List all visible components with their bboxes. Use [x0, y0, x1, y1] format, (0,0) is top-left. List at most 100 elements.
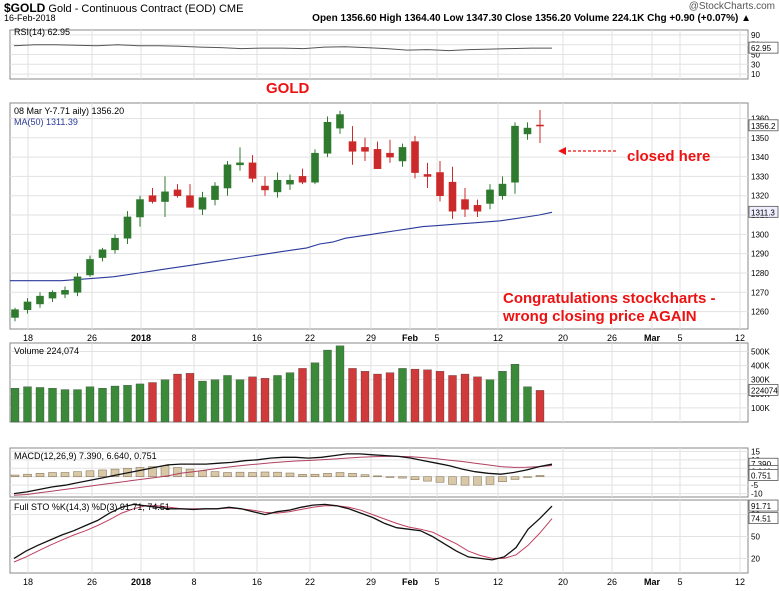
volume-bar: [173, 373, 182, 423]
price-panel: [9, 102, 749, 330]
candle-body: [448, 181, 457, 212]
candle-body: [373, 149, 382, 169]
sto-k-last-value-box: [748, 499, 779, 512]
candle-body: [523, 127, 532, 135]
candle-body: [498, 183, 507, 197]
candle: [186, 184, 194, 208]
candle: [473, 199, 482, 217]
rsi-title: RSI(14) 62.95: [14, 27, 70, 37]
candle: [173, 184, 182, 198]
volume-bar: [285, 372, 295, 423]
macd-tick-label: -5: [751, 481, 759, 490]
candle: [48, 290, 57, 302]
macd-histogram-bar: [523, 476, 532, 478]
sto-d-last-value: 74.51: [751, 515, 772, 524]
candle: [486, 184, 494, 210]
volume-bar: [223, 375, 232, 423]
volume-bar: [398, 368, 407, 423]
macd-histogram-bar: [48, 472, 57, 477]
volume-bar: [448, 375, 457, 423]
candle-body: [23, 301, 32, 310]
x-axis-label-bottom: 26: [607, 577, 617, 587]
candle-body: [436, 172, 444, 197]
candle-body: [98, 249, 107, 258]
candle: [248, 155, 257, 183]
candle: [498, 176, 507, 200]
price-tick-label: 1330: [751, 172, 769, 181]
volume-bar: [523, 386, 532, 423]
volume-bar: [48, 387, 57, 423]
candle-body: [136, 199, 144, 218]
macd-histogram-bar: [260, 471, 270, 477]
x-axis-label-bottom: 18: [23, 577, 33, 587]
chart-header: $GOLD Gold - Continuous Contract (EOD) C…: [0, 0, 779, 26]
macd-histogram-bar: [535, 475, 545, 477]
rsi-line: [13, 44, 552, 52]
x-axis-label-bottom: 12: [735, 577, 745, 587]
x-axis-label: Mar: [644, 333, 661, 343]
x-axis-label: 5: [434, 333, 439, 343]
macd-histogram-bar: [135, 467, 145, 477]
ma50-legend: MA(50) 1311.39: [14, 117, 78, 127]
x-axis-label: 2018: [131, 333, 151, 343]
sto-d-last-value-box: [748, 512, 779, 525]
volume-bar: [510, 364, 520, 423]
x-axis-label: 18: [23, 333, 33, 343]
ma50-last-value: 1311.3: [751, 208, 775, 217]
candle: [436, 160, 444, 202]
volume-bar: [23, 386, 32, 423]
candle-body: [486, 189, 494, 204]
volume-bar: [310, 362, 320, 423]
rsi-last-value-box: [748, 41, 779, 54]
x-axis-label-bottom: 12: [493, 577, 503, 587]
ma50-line: [10, 211, 553, 282]
macd-histogram-bar: [248, 472, 257, 477]
candle-body: [361, 147, 369, 152]
candle-body: [511, 125, 519, 183]
macd-hist-last-value: 0.751: [751, 471, 772, 480]
candle-body: [186, 195, 194, 208]
macd-histogram-bar: [448, 476, 457, 485]
macd-histogram-bar: [148, 466, 157, 477]
macd-histogram-bar: [110, 468, 120, 477]
candle: [386, 139, 394, 163]
macd-histogram-bar: [60, 472, 70, 477]
candle-body: [461, 199, 469, 210]
volume-bar: [260, 378, 270, 423]
macd-histogram-bar: [373, 475, 382, 477]
candle-body: [123, 216, 132, 239]
candle: [448, 166, 457, 219]
macd-hist-last-value-box: [748, 469, 779, 481]
volume-bar: [498, 371, 507, 423]
x-axis-label: 29: [366, 333, 376, 343]
rsi-tick-label: 50: [751, 51, 760, 60]
description: Gold - Continuous Contract (EOD): [48, 3, 216, 15]
brand-logo[interactable]: @StockCharts.com: [688, 1, 775, 12]
volume-bar: [210, 379, 220, 423]
candle: [536, 109, 544, 143]
macd-histogram-bar: [498, 476, 507, 483]
macd-histogram-bar: [35, 473, 45, 477]
x-axis-label-bottom: Mar: [644, 577, 661, 587]
macd-histogram-bar: [273, 471, 282, 477]
candle-body: [236, 162, 244, 166]
macd-histogram-bar: [360, 474, 370, 477]
candle-body: [286, 179, 294, 185]
macd-histogram-bar: [410, 476, 420, 481]
rsi-tick-label: 90: [751, 31, 760, 40]
volume-bar: [198, 380, 207, 423]
volume-bar: [460, 373, 470, 423]
macd-line: [13, 453, 553, 495]
candle-body: [423, 174, 432, 177]
macd-histogram-bar: [298, 474, 307, 477]
candle: [348, 126, 357, 165]
candle-body: [61, 290, 69, 295]
candle-body: [336, 114, 344, 129]
volume-tick-label: 100K: [751, 404, 770, 413]
volume-bar: [235, 379, 245, 423]
price-tick-label: 1320: [751, 192, 769, 201]
volume-bar: [160, 379, 170, 423]
x-axis-label: 26: [607, 333, 617, 343]
x-axis-label-bottom: 20: [558, 577, 568, 587]
